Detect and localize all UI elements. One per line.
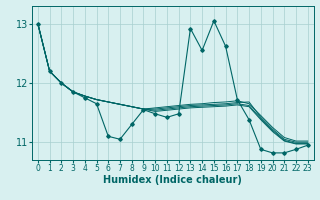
X-axis label: Humidex (Indice chaleur): Humidex (Indice chaleur) [103,175,242,185]
